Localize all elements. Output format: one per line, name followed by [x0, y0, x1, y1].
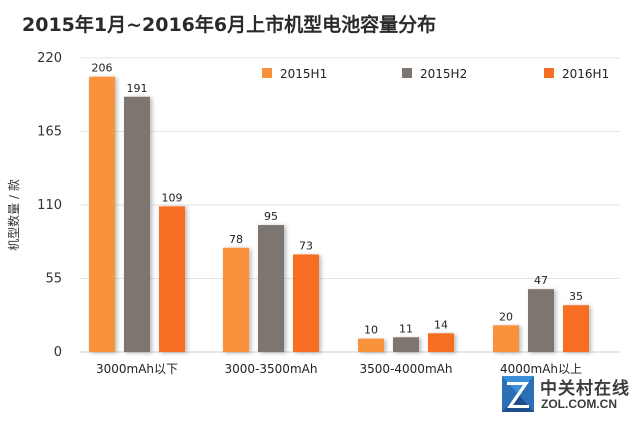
y-tick-label: 55: [45, 272, 62, 287]
legend-label: 2016H1: [562, 67, 609, 81]
bar: [493, 325, 519, 352]
data-label: 78: [229, 233, 243, 246]
y-tick-label: 110: [37, 198, 62, 213]
data-label: 109: [162, 191, 183, 204]
bar: [293, 254, 319, 352]
legend-swatch: [262, 68, 272, 78]
chart-title: 2015年1月~2016年6月上市机型电池容量分布: [22, 14, 437, 36]
legend-label: 2015H2: [420, 67, 467, 81]
bar-layer: [89, 76, 589, 352]
data-label: 11: [399, 322, 413, 335]
label-layer: 206 191 109 78 95 73 10 11 14 20 47 35: [92, 62, 584, 337]
bar: [258, 225, 284, 352]
legend: 2015H1 2015H2 2016H1: [262, 67, 609, 81]
bar: [159, 206, 185, 352]
bar: [393, 337, 419, 352]
data-label: 191: [127, 82, 148, 95]
y-tick-label: 220: [37, 51, 62, 66]
data-label: 10: [364, 324, 378, 337]
bar: [223, 247, 249, 352]
y-tick-label: 0: [54, 345, 62, 360]
watermark-name-cn: 中关村在线: [540, 379, 630, 399]
data-label: 47: [534, 274, 548, 287]
legend-swatch: [544, 68, 554, 78]
bar: [528, 289, 554, 352]
x-tick-label: 4000mAh以上: [500, 362, 582, 376]
bar: [124, 96, 150, 352]
legend-swatch: [402, 68, 412, 78]
bar: [563, 305, 589, 352]
data-label: 95: [264, 210, 278, 223]
bar: [358, 338, 384, 352]
data-label: 35: [569, 290, 583, 303]
data-label: 14: [434, 318, 448, 331]
y-tick-label: 165: [37, 125, 62, 140]
x-tick-label: 3000mAh以下: [96, 362, 178, 376]
watermark: 中关村在线 ZOL.COM.CN: [494, 370, 634, 420]
watermark-name-en: ZOL.COM.CN: [541, 397, 617, 411]
legend-label: 2015H1: [280, 67, 327, 81]
x-tick-label: 3000-3500mAh: [225, 362, 318, 376]
zol-logo-icon: [502, 376, 534, 412]
bar: [89, 76, 115, 352]
bar: [428, 333, 454, 352]
data-label: 206: [92, 62, 113, 75]
data-label: 73: [299, 239, 313, 252]
axis-layer: 0 55 110 165 220 机型数量 / 款 3000mAh以下 3000-3500mA…: [6, 51, 582, 376]
data-label: 20: [499, 310, 513, 323]
x-tick-label: 3500-4000mAh: [360, 362, 453, 376]
y-axis-label: 机型数量 / 款: [6, 179, 21, 251]
